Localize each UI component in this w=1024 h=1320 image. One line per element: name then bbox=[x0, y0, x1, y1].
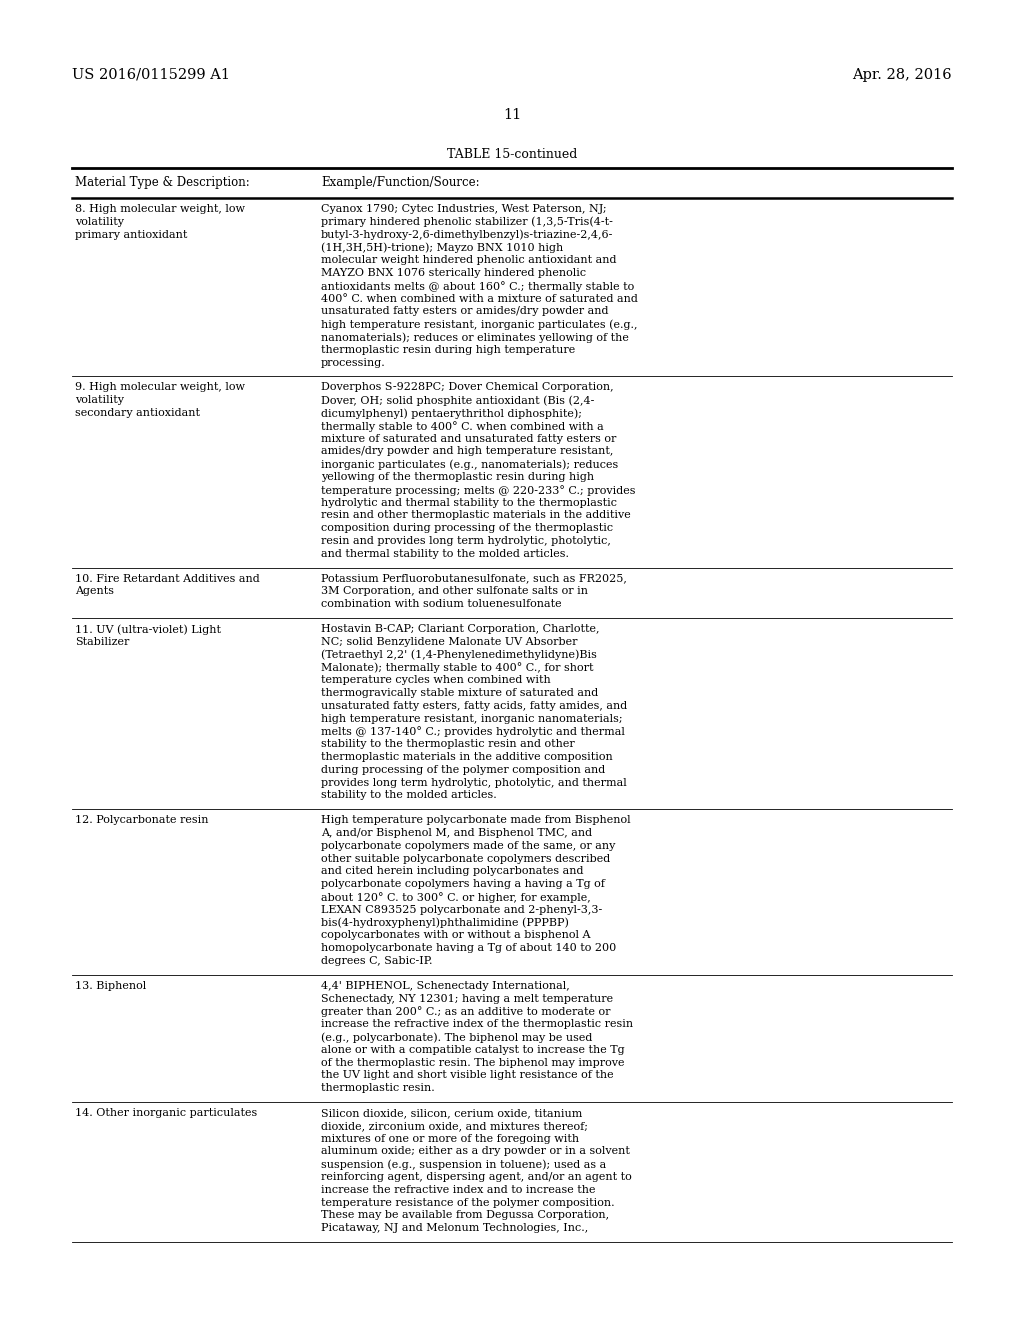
Text: resin and provides long term hydrolytic, photolytic,: resin and provides long term hydrolytic,… bbox=[321, 536, 611, 546]
Text: stability to the molded articles.: stability to the molded articles. bbox=[321, 791, 497, 800]
Text: Potassium Perfluorobutanesulfonate, such as FR2025,: Potassium Perfluorobutanesulfonate, such… bbox=[321, 574, 627, 583]
Text: suspension (e.g., suspension in toluene); used as a: suspension (e.g., suspension in toluene)… bbox=[321, 1159, 606, 1170]
Text: reinforcing agent, dispersing agent, and/or an agent to: reinforcing agent, dispersing agent, and… bbox=[321, 1172, 632, 1181]
Text: LEXAN C893525 polycarbonate and 2-phenyl-3,3-: LEXAN C893525 polycarbonate and 2-phenyl… bbox=[321, 904, 602, 915]
Text: 10. Fire Retardant Additives and: 10. Fire Retardant Additives and bbox=[75, 574, 260, 583]
Text: Schenectady, NY 12301; having a melt temperature: Schenectady, NY 12301; having a melt tem… bbox=[321, 994, 613, 1003]
Text: degrees C, Sabic-IP.: degrees C, Sabic-IP. bbox=[321, 956, 432, 966]
Text: stability to the thermoplastic resin and other: stability to the thermoplastic resin and… bbox=[321, 739, 574, 750]
Text: nanomaterials); reduces or eliminates yellowing of the: nanomaterials); reduces or eliminates ye… bbox=[321, 333, 629, 343]
Text: secondary antioxidant: secondary antioxidant bbox=[75, 408, 200, 418]
Text: 3M Corporation, and other sulfonate salts or in: 3M Corporation, and other sulfonate salt… bbox=[321, 586, 588, 597]
Text: 13. Biphenol: 13. Biphenol bbox=[75, 981, 146, 991]
Text: NC; solid Benzylidene Malonate UV Absorber: NC; solid Benzylidene Malonate UV Absorb… bbox=[321, 636, 578, 647]
Text: primary antioxidant: primary antioxidant bbox=[75, 230, 187, 240]
Text: 11. UV (ultra-violet) Light: 11. UV (ultra-violet) Light bbox=[75, 624, 221, 635]
Text: temperature resistance of the polymer composition.: temperature resistance of the polymer co… bbox=[321, 1197, 614, 1208]
Text: Apr. 28, 2016: Apr. 28, 2016 bbox=[852, 69, 952, 82]
Text: US 2016/0115299 A1: US 2016/0115299 A1 bbox=[72, 69, 230, 82]
Text: Malonate); thermally stable to 400° C., for short: Malonate); thermally stable to 400° C., … bbox=[321, 663, 594, 673]
Text: hydrolytic and thermal stability to the thermoplastic: hydrolytic and thermal stability to the … bbox=[321, 498, 617, 508]
Text: increase the refractive index and to increase the: increase the refractive index and to inc… bbox=[321, 1185, 596, 1195]
Text: provides long term hydrolytic, photolytic, and thermal: provides long term hydrolytic, photolyti… bbox=[321, 777, 627, 788]
Text: thermoplastic materials in the additive composition: thermoplastic materials in the additive … bbox=[321, 752, 612, 762]
Text: high temperature resistant, inorganic nanomaterials;: high temperature resistant, inorganic na… bbox=[321, 714, 623, 723]
Text: A, and/or Bisphenol M, and Bisphenol TMC, and: A, and/or Bisphenol M, and Bisphenol TMC… bbox=[321, 828, 592, 838]
Text: Agents: Agents bbox=[75, 586, 114, 597]
Text: during processing of the polymer composition and: during processing of the polymer composi… bbox=[321, 764, 605, 775]
Text: homopolycarbonate having a Tg of about 140 to 200: homopolycarbonate having a Tg of about 1… bbox=[321, 944, 616, 953]
Text: MAYZO BNX 1076 sterically hindered phenolic: MAYZO BNX 1076 sterically hindered pheno… bbox=[321, 268, 586, 279]
Text: polycarbonate copolymers made of the same, or any: polycarbonate copolymers made of the sam… bbox=[321, 841, 615, 851]
Text: antioxidants melts @ about 160° C.; thermally stable to: antioxidants melts @ about 160° C.; ther… bbox=[321, 281, 634, 292]
Text: Doverphos S-9228PC; Dover Chemical Corporation,: Doverphos S-9228PC; Dover Chemical Corpo… bbox=[321, 383, 613, 392]
Text: Silicon dioxide, silicon, cerium oxide, titanium: Silicon dioxide, silicon, cerium oxide, … bbox=[321, 1107, 583, 1118]
Text: melts @ 137-140° C.; provides hydrolytic and thermal: melts @ 137-140° C.; provides hydrolytic… bbox=[321, 726, 625, 738]
Text: 9. High molecular weight, low: 9. High molecular weight, low bbox=[75, 383, 245, 392]
Text: inorganic particulates (e.g., nanomaterials); reduces: inorganic particulates (e.g., nanomateri… bbox=[321, 459, 618, 470]
Text: 400° C. when combined with a mixture of saturated and: 400° C. when combined with a mixture of … bbox=[321, 293, 638, 304]
Text: composition during processing of the thermoplastic: composition during processing of the the… bbox=[321, 523, 613, 533]
Text: alone or with a compatible catalyst to increase the Tg: alone or with a compatible catalyst to i… bbox=[321, 1045, 625, 1055]
Text: greater than 200° C.; as an additive to moderate or: greater than 200° C.; as an additive to … bbox=[321, 1006, 610, 1018]
Text: temperature processing; melts @ 220-233° C.; provides: temperature processing; melts @ 220-233°… bbox=[321, 484, 636, 496]
Text: unsaturated fatty esters, fatty acids, fatty amides, and: unsaturated fatty esters, fatty acids, f… bbox=[321, 701, 628, 710]
Text: TABLE 15-continued: TABLE 15-continued bbox=[446, 149, 578, 161]
Text: unsaturated fatty esters or amides/dry powder and: unsaturated fatty esters or amides/dry p… bbox=[321, 306, 608, 317]
Text: amides/dry powder and high temperature resistant,: amides/dry powder and high temperature r… bbox=[321, 446, 613, 457]
Text: the UV light and short visible light resistance of the: the UV light and short visible light res… bbox=[321, 1071, 613, 1080]
Text: thermogravically stable mixture of saturated and: thermogravically stable mixture of satur… bbox=[321, 688, 598, 698]
Text: primary hindered phenolic stabilizer (1,3,5-Tris(4-t-: primary hindered phenolic stabilizer (1,… bbox=[321, 216, 613, 227]
Text: volatility: volatility bbox=[75, 216, 124, 227]
Text: mixtures of one or more of the foregoing with: mixtures of one or more of the foregoing… bbox=[321, 1134, 580, 1143]
Text: dioxide, zirconium oxide, and mixtures thereof;: dioxide, zirconium oxide, and mixtures t… bbox=[321, 1121, 588, 1131]
Text: Picataway, NJ and Melonum Technologies, Inc.,: Picataway, NJ and Melonum Technologies, … bbox=[321, 1224, 588, 1233]
Text: yellowing of the thermoplastic resin during high: yellowing of the thermoplastic resin dur… bbox=[321, 473, 594, 482]
Text: Cyanox 1790; Cytec Industries, West Paterson, NJ;: Cyanox 1790; Cytec Industries, West Pate… bbox=[321, 205, 606, 214]
Text: 11: 11 bbox=[503, 108, 521, 121]
Text: resin and other thermoplastic materials in the additive: resin and other thermoplastic materials … bbox=[321, 511, 631, 520]
Text: processing.: processing. bbox=[321, 358, 386, 367]
Text: polycarbonate copolymers having a having a Tg of: polycarbonate copolymers having a having… bbox=[321, 879, 605, 890]
Text: volatility: volatility bbox=[75, 395, 124, 405]
Text: Stabilizer: Stabilizer bbox=[75, 636, 129, 647]
Text: dicumylphenyl) pentaerythrithol diphosphite);: dicumylphenyl) pentaerythrithol diphosph… bbox=[321, 408, 582, 418]
Text: and cited herein including polycarbonates and: and cited herein including polycarbonate… bbox=[321, 866, 584, 876]
Text: High temperature polycarbonate made from Bisphenol: High temperature polycarbonate made from… bbox=[321, 816, 631, 825]
Text: high temperature resistant, inorganic particulates (e.g.,: high temperature resistant, inorganic pa… bbox=[321, 319, 638, 330]
Text: butyl-3-hydroxy-2,6-dimethylbenzyl)s-triazine-2,4,6-: butyl-3-hydroxy-2,6-dimethylbenzyl)s-tri… bbox=[321, 230, 613, 240]
Text: aluminum oxide; either as a dry powder or in a solvent: aluminum oxide; either as a dry powder o… bbox=[321, 1146, 630, 1156]
Text: copolycarbonates with or without a bisphenol A: copolycarbonates with or without a bisph… bbox=[321, 931, 591, 940]
Text: Hostavin B-CAP; Clariant Corporation, Charlotte,: Hostavin B-CAP; Clariant Corporation, Ch… bbox=[321, 624, 599, 634]
Text: and thermal stability to the molded articles.: and thermal stability to the molded arti… bbox=[321, 549, 569, 558]
Text: temperature cycles when combined with: temperature cycles when combined with bbox=[321, 676, 551, 685]
Text: mixture of saturated and unsaturated fatty esters or: mixture of saturated and unsaturated fat… bbox=[321, 433, 616, 444]
Text: combination with sodium toluenesulfonate: combination with sodium toluenesulfonate bbox=[321, 599, 561, 610]
Text: 8. High molecular weight, low: 8. High molecular weight, low bbox=[75, 205, 245, 214]
Text: 12. Polycarbonate resin: 12. Polycarbonate resin bbox=[75, 816, 209, 825]
Text: Example/Function/Source:: Example/Function/Source: bbox=[321, 176, 479, 189]
Text: increase the refractive index of the thermoplastic resin: increase the refractive index of the the… bbox=[321, 1019, 633, 1030]
Text: These may be available from Degussa Corporation,: These may be available from Degussa Corp… bbox=[321, 1210, 609, 1221]
Text: (1H,3H,5H)-trione); Mayzo BNX 1010 high: (1H,3H,5H)-trione); Mayzo BNX 1010 high bbox=[321, 243, 563, 253]
Text: thermally stable to 400° C. when combined with a: thermally stable to 400° C. when combine… bbox=[321, 421, 604, 432]
Text: Material Type & Description:: Material Type & Description: bbox=[75, 176, 250, 189]
Text: 14. Other inorganic particulates: 14. Other inorganic particulates bbox=[75, 1107, 257, 1118]
Text: thermoplastic resin.: thermoplastic resin. bbox=[321, 1084, 435, 1093]
Text: of the thermoplastic resin. The biphenol may improve: of the thermoplastic resin. The biphenol… bbox=[321, 1057, 625, 1068]
Text: other suitable polycarbonate copolymers described: other suitable polycarbonate copolymers … bbox=[321, 854, 610, 863]
Text: bis(4-hydroxyphenyl)phthalimidine (PPPBP): bis(4-hydroxyphenyl)phthalimidine (PPPBP… bbox=[321, 917, 569, 928]
Text: 4,4' BIPHENOL, Schenectady International,: 4,4' BIPHENOL, Schenectady International… bbox=[321, 981, 569, 991]
Text: Dover, OH; solid phosphite antioxidant (Bis (2,4-: Dover, OH; solid phosphite antioxidant (… bbox=[321, 395, 594, 405]
Text: thermoplastic resin during high temperature: thermoplastic resin during high temperat… bbox=[321, 345, 575, 355]
Text: about 120° C. to 300° C. or higher, for example,: about 120° C. to 300° C. or higher, for … bbox=[321, 892, 591, 903]
Text: molecular weight hindered phenolic antioxidant and: molecular weight hindered phenolic antio… bbox=[321, 255, 616, 265]
Text: (e.g., polycarbonate). The biphenol may be used: (e.g., polycarbonate). The biphenol may … bbox=[321, 1032, 592, 1043]
Text: (Tetraethyl 2,2' (1,4-Phenylenedimethylidyne)Bis: (Tetraethyl 2,2' (1,4-Phenylenedimethyli… bbox=[321, 649, 597, 660]
